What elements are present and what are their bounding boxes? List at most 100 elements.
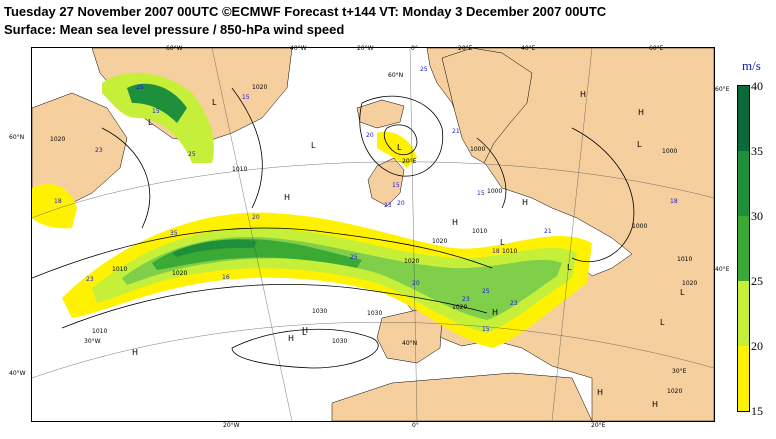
pressure-high: H — [580, 90, 587, 99]
isobar-label: 1020 — [50, 136, 66, 143]
graticule-label: 30°W — [84, 338, 101, 345]
pressure-high: H — [652, 400, 659, 409]
pressure-high: H — [132, 348, 139, 357]
wind-label: 15 — [152, 108, 160, 115]
wind-label: 20 — [252, 214, 260, 221]
isobar-label: 1020 — [682, 280, 698, 287]
map-svg — [32, 48, 714, 421]
isobar-label: 1010 — [92, 328, 108, 335]
legend-tick: 15 — [751, 404, 763, 418]
graticule — [32, 48, 714, 421]
wind-label: 23 — [462, 296, 470, 303]
isobar-label: 1020 — [252, 84, 268, 91]
wind-label: 20 — [397, 200, 405, 207]
land-british-isles — [367, 157, 405, 207]
legend-tick: 25 — [751, 274, 763, 288]
pressure-low: L — [567, 263, 572, 272]
isobars — [32, 87, 635, 369]
pressure-high: H — [492, 308, 499, 317]
land-north-africa — [331, 372, 593, 421]
wind-band-north-core — [127, 83, 187, 123]
isobar-label: 1010 — [232, 166, 248, 173]
isobar-label: 1020 — [432, 238, 448, 245]
wind-label: 15 — [477, 190, 485, 197]
wind-label: 21 — [544, 228, 552, 235]
wind-label: 18 — [492, 248, 500, 255]
isobar-label: 1020 — [404, 258, 420, 265]
land-iceland — [356, 99, 405, 129]
isobar-label: 1020 — [667, 388, 683, 395]
forecast-map: H H H H H H H H H H H L L L L L L L L L … — [31, 47, 715, 422]
pressure-high: H — [284, 193, 291, 202]
isobar-label: 1010 — [472, 228, 488, 235]
legend-tick: 40 — [751, 79, 763, 93]
chart-subtitle: Surface: Mean sea level pressure / 850-h… — [4, 22, 345, 37]
graticule-label-right: 60°E — [715, 86, 730, 93]
graticule-label: 60°N — [388, 72, 404, 79]
wind-label: 23 — [510, 300, 518, 307]
wind-label: 15 — [482, 326, 490, 333]
colorbar-segment — [738, 86, 749, 151]
isobar-label: 1000 — [470, 146, 486, 153]
graticule-label-top: 20°E — [458, 45, 473, 52]
pressure-low: L — [500, 238, 505, 247]
wind-shading — [32, 72, 592, 348]
wind-label: 23 — [86, 276, 94, 283]
isobar-label: 1000 — [632, 223, 648, 230]
legend-tick: 30 — [751, 209, 763, 223]
pressure-high: H — [522, 198, 529, 207]
isobar-label: 1030 — [367, 310, 383, 317]
graticule-label-bottom: 20°E — [591, 422, 606, 429]
wind-label: 25 — [420, 66, 428, 73]
isobar-label: 1030 — [312, 308, 328, 315]
pressure-low: L — [397, 143, 402, 152]
wind-label: 23 — [384, 202, 392, 209]
graticule-label: 40°N — [402, 340, 418, 347]
graticule-label-left: 40°W — [9, 370, 26, 377]
wind-label: 21 — [452, 128, 460, 135]
pressure-low: L — [148, 118, 153, 127]
wind-label: 20 — [366, 132, 374, 139]
wind-label: 25 — [188, 151, 196, 158]
pressure-low: L — [637, 140, 642, 149]
isobar-label: 1010 — [112, 266, 128, 273]
pressure-high: H — [597, 388, 604, 397]
pressure-high: H — [302, 326, 309, 335]
wind-speed-colorbar — [737, 85, 750, 412]
wind-label: 20 — [412, 280, 420, 287]
wind-label: 25 — [136, 84, 144, 91]
wind-label: 16 — [222, 274, 230, 281]
wind-label: 35 — [170, 230, 178, 237]
graticule-label-top: 60°E — [649, 45, 664, 52]
graticule-label-bottom: 20°W — [223, 422, 240, 429]
pressure-high: H — [452, 218, 459, 227]
graticule-label-top: 40°E — [521, 45, 536, 52]
isobar-label: 1020 — [452, 304, 468, 311]
wind-label: 25 — [482, 288, 490, 295]
isobar-label: 1010 — [677, 256, 693, 263]
graticule-label-left: 60°N — [9, 134, 25, 141]
graticule-label-bottom: 0° — [412, 422, 419, 429]
chart-title: Tuesday 27 November 2007 00UTC ©ECMWF Fo… — [4, 4, 607, 19]
wind-label: 23 — [95, 147, 103, 154]
wind-label: 18 — [54, 198, 62, 205]
isobar-label: 1000 — [662, 148, 678, 155]
graticule-label-top: 20°W — [357, 45, 374, 52]
pressure-low: L — [311, 141, 316, 150]
pressure-low: L — [302, 328, 307, 337]
legend-tick: 35 — [751, 144, 763, 158]
wind-label: 18 — [670, 198, 678, 205]
pressure-low: L — [212, 98, 217, 107]
isobar-label: 1000 — [487, 188, 503, 195]
graticule-label-top: 40°W — [290, 45, 307, 52]
wind-label: 15 — [392, 182, 400, 189]
colorbar-segment — [738, 151, 749, 216]
isobar-label: 1010 — [502, 248, 518, 255]
wind-label: 25 — [350, 254, 358, 261]
wind-label: 15 — [242, 94, 250, 101]
land-scandinavia — [441, 48, 533, 164]
wind-band-iceland — [377, 131, 417, 168]
isobar-label: 1030 — [332, 338, 348, 345]
pressure-low: L — [680, 288, 685, 297]
isobar-label: 1020 — [172, 270, 188, 277]
